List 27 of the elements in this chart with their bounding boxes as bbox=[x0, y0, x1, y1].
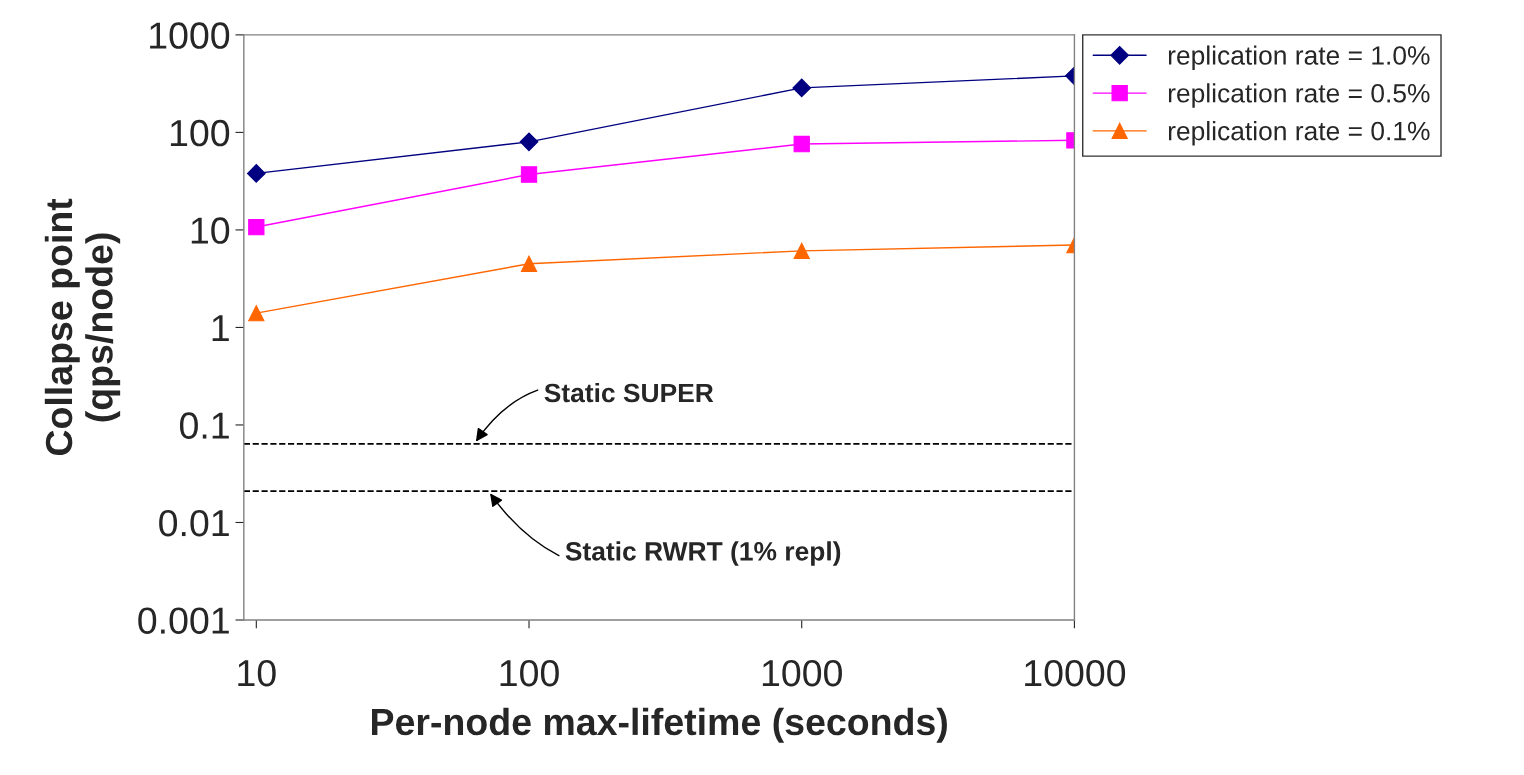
x-tick-label: 10 bbox=[238, 659, 276, 687]
y-tick-label: 10 bbox=[191, 217, 230, 244]
y-tick-label: 0.001 bbox=[138, 607, 229, 634]
point bbox=[519, 132, 539, 152]
point bbox=[246, 164, 266, 183]
point bbox=[248, 218, 265, 236]
y-tick-label: 1 bbox=[212, 315, 229, 342]
y-tick-label: 0.01 bbox=[159, 509, 229, 537]
point bbox=[792, 78, 812, 98]
point bbox=[520, 166, 538, 183]
annotation: Static SUPER bbox=[544, 382, 714, 403]
y-tick-label: 1000 bbox=[150, 22, 230, 49]
point bbox=[248, 305, 265, 322]
y-axis-title: Collapse point (qps/node) bbox=[44, 198, 121, 456]
legend-label: replication rate = 1.0% bbox=[1168, 45, 1430, 71]
x-axis-title: Per-node max-lifetime (seconds) bbox=[372, 707, 947, 743]
legend-label: replication rate = 0.5% bbox=[1168, 83, 1430, 108]
x-tick-label: 100 bbox=[500, 659, 559, 687]
x-tick-label: 10000 bbox=[1025, 659, 1126, 687]
annotation: Static RWRT (1% repl) bbox=[565, 541, 841, 566]
point bbox=[520, 255, 538, 272]
y-tick-label: 100 bbox=[170, 119, 230, 147]
x-tick-label: 1000 bbox=[762, 659, 842, 687]
y-tick-label: 0.1 bbox=[179, 412, 229, 439]
point bbox=[793, 135, 810, 153]
legend-label: replication rate = 0.1% bbox=[1168, 121, 1430, 146]
point bbox=[793, 242, 810, 260]
